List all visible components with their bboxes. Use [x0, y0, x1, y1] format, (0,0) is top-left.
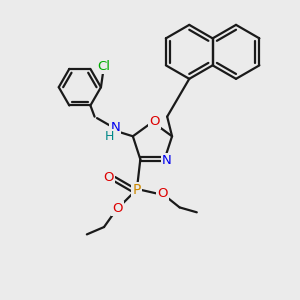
- Text: O: O: [112, 202, 123, 215]
- Text: N: N: [110, 121, 120, 134]
- Text: O: O: [157, 187, 168, 200]
- Text: H: H: [105, 130, 114, 143]
- Text: N: N: [162, 154, 172, 167]
- Text: O: O: [149, 115, 160, 128]
- Text: Cl: Cl: [97, 60, 110, 73]
- Text: P: P: [132, 183, 141, 197]
- Text: O: O: [104, 172, 114, 184]
